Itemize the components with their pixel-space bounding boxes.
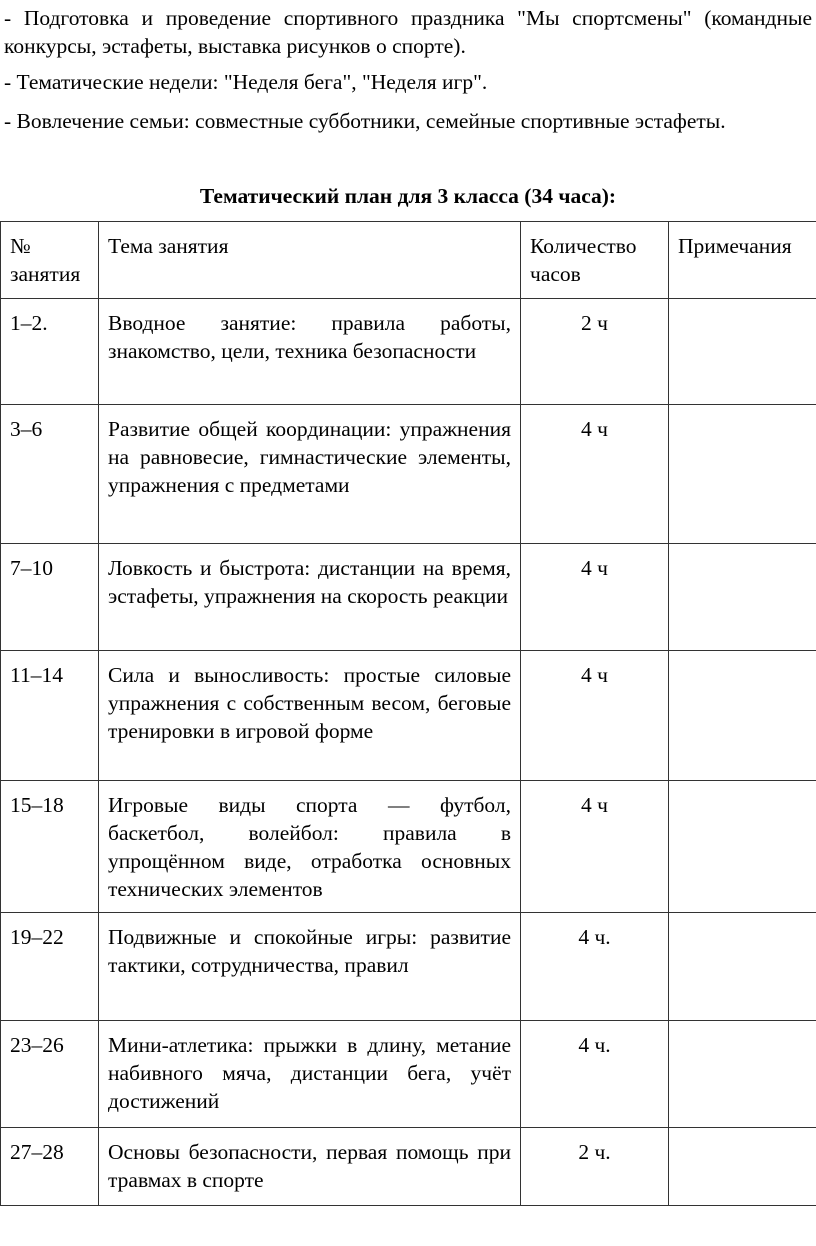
row-hours: 4 ч	[520, 650, 669, 781]
row-hours: 2 ч	[520, 298, 669, 405]
row-hours: 4 ч.	[520, 1020, 669, 1128]
row-hours: 4 ч	[520, 780, 669, 913]
table-row: 19–22 Подвижные и спокойные игры: развити…	[0, 912, 816, 1021]
row-notes	[668, 780, 816, 913]
header-notes: Примечания	[668, 221, 816, 299]
row-topic: Вводное занятие: правила работы, знакомс…	[98, 298, 521, 405]
row-hours: 4 ч	[520, 404, 669, 544]
row-number: 15–18	[0, 780, 99, 913]
table-row: 1–2. Вводное занятие: правила работы, зна…	[0, 298, 816, 405]
row-topic: Подвижные и спокойные игры: развитие так…	[98, 912, 521, 1021]
table-row: 11–14 Сила и выносливость: простые силовы…	[0, 650, 816, 781]
row-topic: Основы безопасности, первая помощь при т…	[98, 1127, 521, 1206]
table-title: Тематический план для 3 класса (34 часа)…	[199, 184, 617, 208]
header-hours: Количество часов	[520, 221, 669, 299]
row-topic: Игровые виды спорта — футбол, баскетбол,…	[98, 780, 521, 913]
header-number: № занятия	[0, 221, 99, 299]
row-hours: 4 ч	[520, 543, 669, 651]
table-header-row: № занятия Тема занятия Количество часов …	[0, 221, 816, 299]
row-number: 3–6	[0, 404, 99, 544]
thematic-plan-table: № занятия Тема занятия Количество часов …	[0, 221, 816, 1206]
paragraph-theme-weeks: - Тематические недели: "Неделя бега", "Н…	[4, 70, 488, 94]
row-notes	[668, 298, 816, 405]
row-notes	[668, 404, 816, 544]
row-topic: Ловкость и быстрота: дистанции на время,…	[98, 543, 521, 651]
table-row: 27–28 Основы безопасности, первая помощь …	[0, 1127, 816, 1206]
row-number: 23–26	[0, 1020, 99, 1128]
row-notes	[668, 912, 816, 1021]
row-notes	[668, 1020, 816, 1128]
row-notes	[668, 543, 816, 651]
row-notes	[668, 650, 816, 781]
table-row: 7–10 Ловкость и быстрота: дистанции на вр…	[0, 543, 816, 651]
paragraph-festival: - Подготовка и проведение спортивного пр…	[4, 6, 812, 58]
row-hours: 4 ч.	[520, 912, 669, 1021]
table-row: 3–6 Развитие общей координации: упражнени…	[0, 404, 816, 544]
header-topic: Тема занятия	[98, 221, 521, 299]
row-number: 27–28	[0, 1127, 99, 1206]
row-topic: Мини-атлетика: прыжки в длину, метание н…	[98, 1020, 521, 1128]
row-number: 19–22	[0, 912, 99, 1021]
row-hours: 2 ч.	[520, 1127, 669, 1206]
row-topic: Сила и выносливость: простые силовые упр…	[98, 650, 521, 781]
row-notes	[668, 1127, 816, 1206]
paragraph-family: - Вовлечение семьи: совместные субботник…	[4, 109, 726, 133]
table-row: 15–18 Игровые виды спорта — футбол, баске…	[0, 780, 816, 913]
row-topic: Развитие общей координации: упражнения н…	[98, 404, 521, 544]
row-number: 1–2.	[0, 298, 99, 405]
row-number: 7–10	[0, 543, 99, 651]
table-row: 23–26 Мини-атлетика: прыжки в длину, мета…	[0, 1020, 816, 1128]
row-number: 11–14	[0, 650, 99, 781]
